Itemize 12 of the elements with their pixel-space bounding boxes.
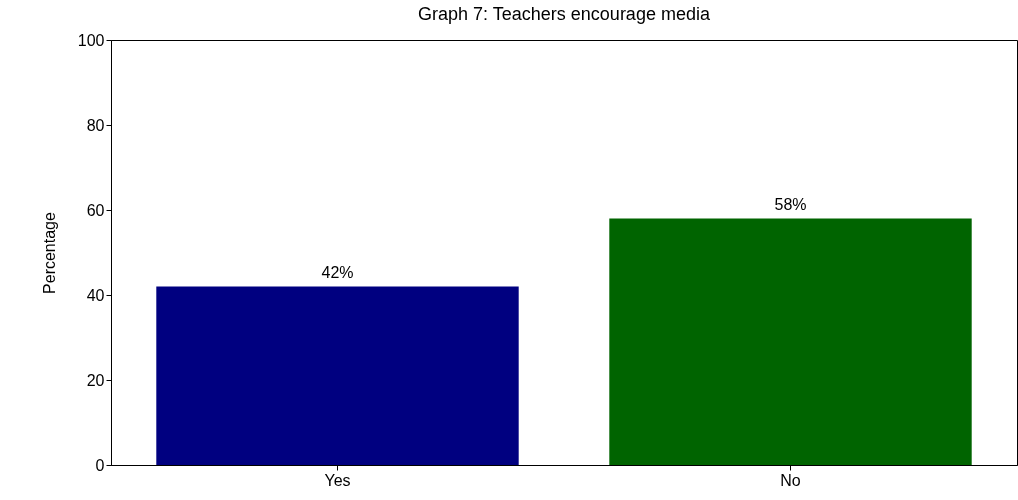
y-tick-label: 60 xyxy=(86,201,105,219)
y-axis-title: Percentage xyxy=(40,211,58,294)
data-label: 42% xyxy=(321,263,354,281)
y-tick-label: 40 xyxy=(86,286,105,304)
y-tick-label: 80 xyxy=(86,116,105,134)
x-tick-label: No xyxy=(780,471,801,489)
x-tick-label: Yes xyxy=(324,471,351,489)
data-label: 58% xyxy=(774,195,807,213)
y-tick-label: 20 xyxy=(86,371,105,389)
chart-title: Graph 7: Teachers encourage media xyxy=(418,4,711,24)
y-tick-label: 0 xyxy=(95,456,105,474)
y-tick-label: 100 xyxy=(77,31,105,49)
